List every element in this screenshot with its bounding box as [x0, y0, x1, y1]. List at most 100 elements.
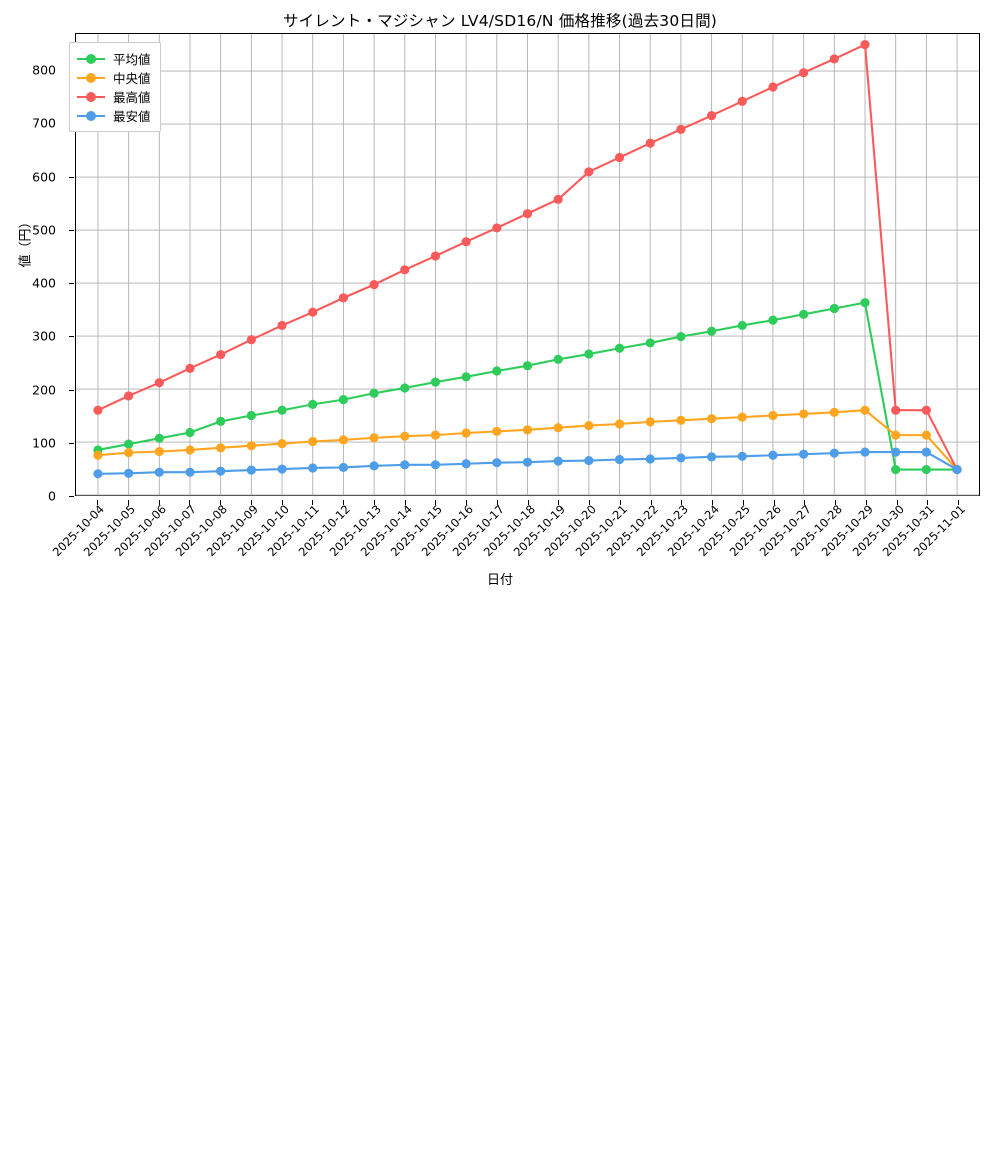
legend-marker-icon [77, 91, 105, 103]
data-point [338, 462, 348, 473]
chart-legend: 平均値 中央値最高値最安値 [69, 42, 161, 132]
data-point [124, 468, 134, 478]
x-tick-mark [619, 500, 621, 505]
x-tick-mark [681, 500, 683, 505]
data-point [522, 209, 533, 219]
data-point [430, 460, 441, 470]
x-tick-mark [312, 500, 314, 505]
data-point [124, 391, 134, 401]
y-tick-mark [69, 283, 74, 285]
y-tick-label: 600 [32, 169, 56, 185]
data-point [338, 395, 348, 405]
series-2 [93, 405, 962, 475]
data-point [614, 343, 625, 353]
data-point [430, 430, 441, 440]
data-point [216, 443, 226, 453]
data-point [93, 469, 103, 479]
data-point [584, 349, 594, 359]
data-point [93, 405, 103, 415]
data-point [829, 448, 839, 458]
legend-label: 最高値 [113, 90, 151, 105]
data-point [400, 460, 410, 470]
y-tick-mark [69, 442, 74, 444]
legend-item-2[interactable]: 中央値 [77, 68, 151, 87]
legend-label: 平均値 [113, 52, 151, 67]
y-tick-mark [69, 496, 74, 497]
y-tick-label: 0 [48, 488, 56, 504]
data-point [369, 433, 379, 443]
data-point [553, 354, 563, 364]
data-point [369, 280, 379, 290]
data-point [676, 415, 686, 425]
legend-marker-icon [77, 110, 105, 122]
data-point [676, 124, 686, 134]
data-point [860, 298, 870, 308]
data-point [614, 419, 625, 429]
data-point [216, 466, 226, 476]
data-point [921, 430, 931, 440]
x-tick-mark [896, 500, 898, 505]
x-tick-mark [650, 500, 652, 505]
data-point [277, 464, 287, 474]
y-tick-label: 100 [32, 435, 56, 451]
chart-figure: サイレント・マジシャン LV4/SD16/N 価格推移(過去30日間) 値（円）… [0, 12, 980, 588]
data-point [645, 138, 655, 148]
legend-item-4[interactable]: 最安値 [77, 106, 151, 125]
data-point [891, 464, 901, 475]
data-point [216, 350, 226, 360]
data-point [185, 445, 195, 455]
series-3 [93, 40, 962, 475]
legend-marker-icon [77, 72, 105, 84]
data-point [921, 405, 931, 415]
data-point [154, 446, 164, 457]
data-point [246, 465, 256, 475]
x-axis-tick-labels: 2025-10-04 2025-10-05 2025-10-06 2025-10-07… [50, 500, 980, 570]
x-tick-mark [927, 500, 929, 505]
y-axis-tick-labels: 0 100 200 300 400 500 600 700 800 [0, 33, 74, 504]
data-point [492, 426, 502, 436]
x-tick-mark [496, 500, 498, 505]
data-point [246, 410, 256, 421]
data-point [400, 265, 410, 275]
data-point [553, 194, 563, 204]
x-tick-mark [835, 500, 836, 505]
legend-item-3[interactable]: 最高値 [77, 87, 151, 106]
data-point [369, 461, 379, 471]
x-tick-mark [865, 500, 867, 505]
data-point [737, 451, 747, 461]
data-point [829, 303, 839, 314]
data-point [707, 414, 717, 424]
data-point [338, 435, 348, 445]
data-point [707, 326, 717, 336]
data-point [707, 452, 717, 462]
data-point [584, 421, 594, 431]
data-point [645, 417, 655, 427]
x-tick-mark [97, 500, 98, 505]
data-point [185, 363, 195, 373]
data-point [891, 447, 901, 457]
data-point [553, 423, 563, 433]
data-point [430, 377, 441, 387]
data-point [952, 464, 962, 475]
data-point [369, 388, 379, 398]
x-tick-mark [220, 500, 221, 505]
legend-label: 最安値 [113, 109, 151, 124]
data-series-layer [93, 40, 962, 479]
legend-item-1[interactable]: 平均値 [77, 49, 151, 68]
data-point [338, 293, 348, 303]
y-tick-label: 300 [32, 328, 56, 344]
data-point [308, 463, 318, 473]
x-tick-mark [250, 500, 252, 505]
data-point [921, 464, 931, 475]
y-tick-label: 700 [32, 115, 56, 131]
data-point [829, 407, 839, 417]
x-tick-mark [589, 500, 590, 505]
x-tick-mark [343, 500, 344, 505]
grid-lines [76, 34, 979, 496]
data-point [154, 378, 164, 388]
x-axis-title: 日付 [486, 573, 513, 588]
data-point [768, 410, 778, 421]
data-point [645, 454, 655, 464]
y-tick-mark [69, 389, 74, 391]
data-point [799, 449, 809, 459]
